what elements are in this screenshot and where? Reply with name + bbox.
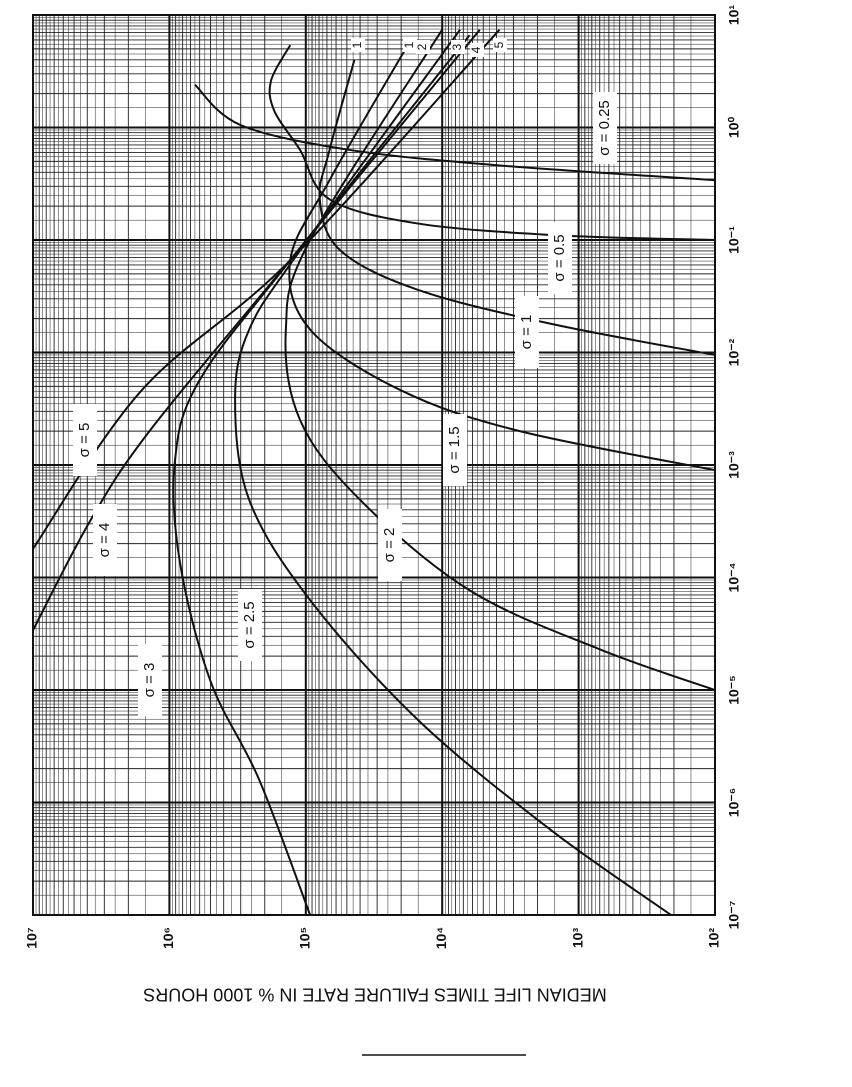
curve-label: σ = 2 xyxy=(381,528,398,563)
curve-number-bg xyxy=(451,40,465,54)
curve-number: 1 xyxy=(350,41,364,48)
x-tick-label: 10⁻⁵ xyxy=(726,675,742,705)
curve-label: σ = 3 xyxy=(141,663,158,698)
curve-label: σ = 2.5 xyxy=(241,601,258,648)
curve-label-bg xyxy=(443,414,467,486)
curve-label-bg xyxy=(378,509,402,581)
curve-label-bg xyxy=(93,504,117,576)
curve-number-bg xyxy=(416,40,430,54)
x-tick-label: 10⁻¹ xyxy=(726,226,742,254)
curve-number: 2 xyxy=(415,43,429,50)
curve-label: σ = 0.5 xyxy=(551,234,568,281)
curve xyxy=(172,34,471,915)
curve xyxy=(318,59,715,356)
y-tick-label: 10² xyxy=(706,928,722,949)
curve-label-bg xyxy=(515,296,539,368)
y-tick-label: 10⁷ xyxy=(24,927,40,949)
axis-title: MEDIAN LIFE TIMES FAILURE RATE IN % 1000… xyxy=(143,984,606,1004)
curve-number-bg xyxy=(493,38,507,52)
y-tick-label: 10⁶ xyxy=(160,927,176,949)
curve-label: σ = 1.5 xyxy=(446,426,463,473)
curve-number: 5 xyxy=(492,41,506,48)
x-tick-label: 10⁻⁶ xyxy=(726,788,742,817)
curve xyxy=(194,83,715,182)
curve xyxy=(33,29,481,631)
y-tick-label: 10³ xyxy=(569,928,585,949)
curve xyxy=(288,39,715,472)
curve-number: 3 xyxy=(450,43,464,50)
curve-label-bg xyxy=(138,644,162,716)
curve-label-bg xyxy=(548,222,572,294)
x-tick-label: 10⁻² xyxy=(726,338,742,366)
curve-number-bg xyxy=(470,43,484,57)
x-tick-label: 10⁻³ xyxy=(726,451,742,479)
x-tick-label: 10⁻⁴ xyxy=(726,562,742,592)
curve-label: σ = 5 xyxy=(76,423,93,458)
curve-label: σ = 0.25 xyxy=(596,100,613,156)
curve xyxy=(284,29,715,691)
curve-number-bg xyxy=(403,38,417,52)
x-tick-label: 10⁰ xyxy=(726,117,742,139)
curve-label-bg xyxy=(593,92,617,164)
x-tick-label: 10¹ xyxy=(726,5,742,26)
curve-label: σ = 4 xyxy=(96,523,113,558)
curve-label-bg xyxy=(238,589,262,661)
curve-number: 4 xyxy=(469,46,483,53)
y-tick-label: 10⁵ xyxy=(297,927,313,949)
curve-number: 1 xyxy=(402,41,416,48)
curve-label-bg xyxy=(73,404,97,476)
x-tick-label: 10⁻⁷ xyxy=(726,900,742,929)
curve-label: σ = 1 xyxy=(518,315,535,350)
curve-number-bg xyxy=(351,38,365,52)
y-tick-label: 10⁴ xyxy=(433,927,449,950)
